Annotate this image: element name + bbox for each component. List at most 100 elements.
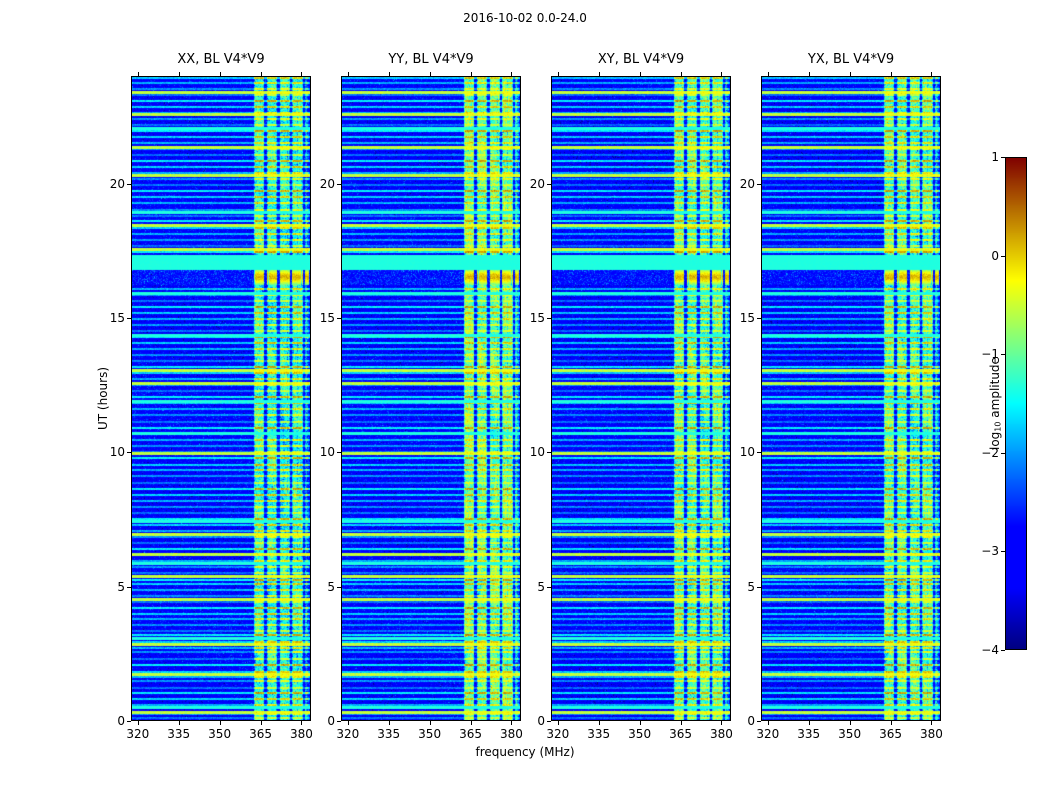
colorbar-label: log10 amplitude <box>988 357 1002 450</box>
y-tick-label: 15 <box>109 310 125 325</box>
figure-suptitle: 2016-10-02 0.0-24.0 <box>463 11 587 25</box>
waterfall-image-xx <box>131 76 311 721</box>
waterfall-panel-yx: YX, BL V4*V9 <box>761 52 941 721</box>
x-tick-mark-top <box>301 72 303 76</box>
panel-frame-yy <box>341 76 521 721</box>
x-tick-mark <box>429 721 431 725</box>
panel-title-xx: XX, BL V4*V9 <box>177 52 265 67</box>
y-tick-label: 5 <box>747 579 755 594</box>
x-tick-mark <box>639 721 641 725</box>
colorbar-label-prefix: log <box>988 431 1002 450</box>
x-tick-mark-top <box>808 72 810 76</box>
y-tick-label: 20 <box>109 176 125 191</box>
x-tick-mark <box>598 721 600 725</box>
x-tick-mark-top <box>639 72 641 76</box>
x-tick-label: 320 <box>546 727 570 741</box>
x-tick-label: 365 <box>879 727 902 741</box>
x-tick-label: 335 <box>167 727 191 741</box>
colorbar-tick-mark <box>1001 551 1005 553</box>
x-tick-label: 320 <box>126 727 150 741</box>
y-tick-label: 10 <box>739 445 755 460</box>
y-axis-label: UT (hours) <box>96 366 110 430</box>
colorbar-tick-mark <box>1001 650 1005 651</box>
x-tick-mark-top <box>557 72 559 76</box>
y-tick-label: 5 <box>327 579 335 594</box>
x-tick-label: 320 <box>756 727 780 741</box>
y-tick-mark <box>337 452 341 454</box>
x-tick-mark <box>849 721 851 725</box>
y-tick-mark <box>127 586 131 588</box>
x-tick-label: 380 <box>920 727 943 741</box>
y-tick-mark <box>127 317 131 319</box>
y-tick-mark <box>127 183 131 185</box>
y-tick-label: 5 <box>117 579 125 594</box>
y-tick-label: 0 <box>117 714 125 728</box>
y-tick-mark <box>547 317 551 319</box>
y-tick-label: 20 <box>739 176 755 191</box>
waterfall-image-yy <box>341 76 521 721</box>
x-axis-label: frequency (MHz) <box>475 745 575 759</box>
y-tick-label: 5 <box>537 579 545 594</box>
x-tick-label: 350 <box>628 727 652 741</box>
x-tick-label: 335 <box>797 727 821 741</box>
x-tick-mark-top <box>890 72 892 76</box>
y-tick-mark <box>547 452 551 454</box>
colorbar-tick-mark <box>1001 452 1005 454</box>
colorbar-tick-label: −2 <box>981 445 999 460</box>
colorbar-frame <box>1005 157 1027 650</box>
x-tick-mark <box>890 721 892 725</box>
y-tick-label: 15 <box>739 310 755 325</box>
x-tick-mark-top <box>137 72 139 76</box>
x-tick-mark-top <box>931 72 933 76</box>
y-tick-mark <box>337 721 341 722</box>
x-tick-mark <box>347 721 349 725</box>
colorbar <box>1005 157 1027 650</box>
x-tick-mark <box>721 721 723 725</box>
y-tick-mark <box>757 317 761 319</box>
x-tick-label: 380 <box>290 727 313 741</box>
colorbar-tick-mark <box>1001 255 1005 257</box>
waterfall-panel-xy: XY, BL V4*V9 <box>551 52 731 721</box>
x-tick-mark-top <box>470 72 472 76</box>
x-tick-label: 320 <box>336 727 360 741</box>
panel-frame-xx <box>131 76 311 721</box>
x-tick-mark <box>808 721 810 725</box>
x-tick-mark <box>767 721 769 725</box>
x-tick-mark <box>388 721 390 725</box>
y-tick-label: 0 <box>537 714 545 728</box>
y-tick-label: 10 <box>529 445 545 460</box>
colorbar-tick-label: −3 <box>981 544 999 559</box>
x-tick-mark-top <box>680 72 682 76</box>
x-tick-label: 335 <box>377 727 401 741</box>
waterfall-panel-yy: YY, BL V4*V9 <box>341 52 521 721</box>
x-tick-label: 380 <box>500 727 523 741</box>
y-tick-label: 20 <box>529 176 545 191</box>
x-tick-mark <box>260 721 262 725</box>
x-tick-mark <box>511 721 513 725</box>
y-tick-mark <box>337 183 341 185</box>
x-tick-mark-top <box>721 72 723 76</box>
x-tick-label: 380 <box>710 727 733 741</box>
x-tick-label: 335 <box>587 727 611 741</box>
x-tick-mark-top <box>347 72 349 76</box>
y-tick-mark <box>127 452 131 454</box>
y-tick-label: 20 <box>319 176 335 191</box>
y-tick-mark <box>547 721 551 722</box>
x-tick-mark-top <box>219 72 221 76</box>
x-tick-mark <box>931 721 933 725</box>
x-tick-mark-top <box>767 72 769 76</box>
y-tick-mark <box>127 721 131 722</box>
colorbar-label-sub: 10 <box>993 421 1003 432</box>
colorbar-gradient <box>1005 157 1027 650</box>
colorbar-tick-label: −1 <box>981 347 999 362</box>
x-tick-mark <box>680 721 682 725</box>
x-tick-label: 365 <box>249 727 272 741</box>
panel-frame-yx <box>761 76 941 721</box>
x-tick-label: 365 <box>669 727 692 741</box>
waterfall-image-xy <box>551 76 731 721</box>
waterfall-image-yx <box>761 76 941 721</box>
panel-title-yx: YX, BL V4*V9 <box>807 52 895 67</box>
colorbar-tick-mark <box>1001 354 1005 356</box>
y-tick-label: 0 <box>747 714 755 728</box>
